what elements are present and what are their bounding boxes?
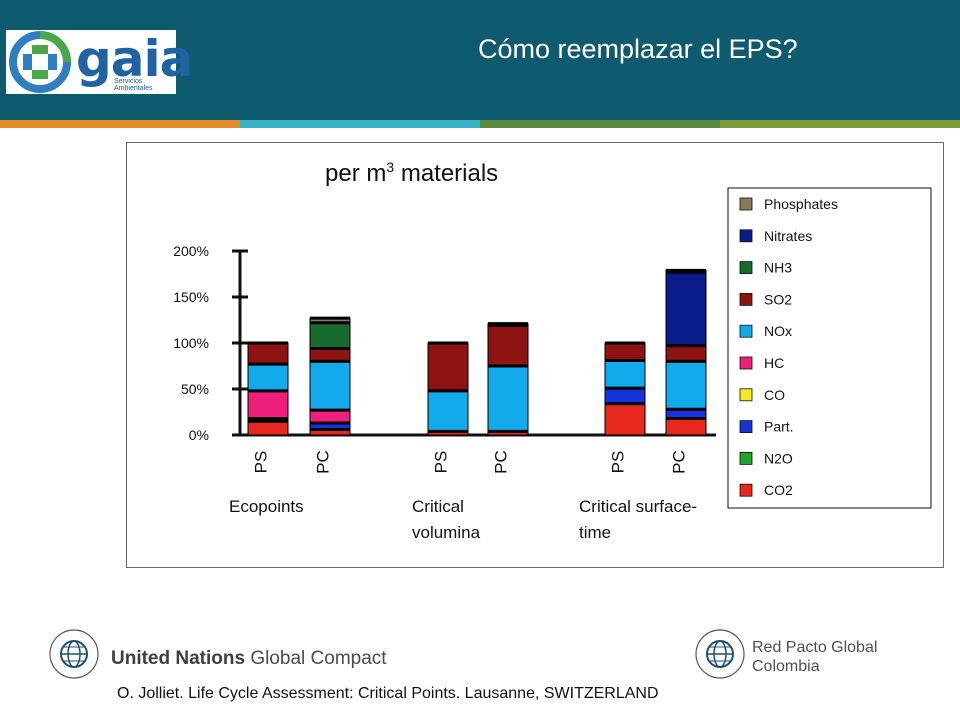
- x-tick-label: PS: [431, 451, 450, 474]
- bar-segment-co2: [666, 418, 706, 435]
- globe-seal-icon: [49, 629, 99, 679]
- bar-segment-co2: [428, 431, 468, 435]
- legend-label: NH3: [764, 260, 792, 276]
- red-pacto-line1: Red Pacto Global: [752, 639, 878, 656]
- bar-segment-co2: [488, 431, 528, 435]
- page-title: Cómo reemplazar el EPS?: [478, 34, 798, 64]
- bar-outline: [665, 269, 707, 436]
- bar-outline: [247, 342, 289, 436]
- bar-segment-co2: [310, 429, 350, 435]
- red-pacto-name: Red Pacto Global Colombia: [752, 638, 877, 676]
- gaia-logo-subtitle: Servicios Ambientales: [114, 78, 153, 92]
- group-label-line2: time: [579, 523, 611, 542]
- gaia-logo-text: gaia: [76, 30, 193, 88]
- bar-outline: [487, 323, 529, 436]
- y-tick-label: 0%: [189, 427, 209, 443]
- legend-swatch: [739, 324, 753, 338]
- group-label-line2: volumina: [412, 523, 481, 542]
- un-global-compact-name: United Nations Global Compact: [111, 648, 387, 670]
- group-label: Critical: [412, 497, 464, 516]
- legend-box: [727, 187, 932, 509]
- header-bar: gaia Servicios Ambientales Cómo reemplaz…: [0, 0, 960, 120]
- citation: O. Jolliet. Life Cycle Assessment: Criti…: [117, 685, 659, 702]
- legend-label: CO2: [764, 482, 793, 498]
- legend-label: Part.: [764, 419, 794, 435]
- legend-swatch: [739, 229, 753, 243]
- legend-label: NOx: [764, 323, 792, 339]
- red-pacto-seal: [694, 628, 746, 685]
- bar-segment-nox: [488, 366, 528, 432]
- stripe-olive: [720, 120, 960, 128]
- un-name-bold: United Nations: [111, 648, 246, 669]
- x-tick-label: PC: [669, 450, 688, 474]
- bar-segment-hc: [248, 390, 288, 419]
- stripe-orange: [0, 120, 240, 128]
- legend-swatch: [739, 261, 753, 275]
- chart-title-sup: 3: [386, 159, 394, 175]
- bar-segment-nh3: [310, 322, 350, 349]
- legend-swatch: [739, 451, 753, 465]
- group-label: Ecopoints: [229, 497, 304, 516]
- legend-swatch: [739, 483, 753, 497]
- chart-title-rest: materials: [394, 160, 498, 187]
- bar-segment-so2: [248, 343, 288, 365]
- x-tick-label: PC: [491, 450, 510, 474]
- bar-segment-so2: [666, 345, 706, 362]
- legend-label: Phosphates: [764, 196, 838, 212]
- bar-segment-part: [605, 388, 645, 404]
- bar-segment-so2: [605, 343, 645, 361]
- x-tick-label: PC: [313, 450, 332, 474]
- bar-segment-so2: [428, 343, 468, 391]
- legend-label: HC: [764, 355, 784, 371]
- bar-outline: [309, 317, 351, 436]
- bar-segment-nox: [310, 361, 350, 411]
- red-pacto-line2: Colombia: [752, 658, 820, 675]
- legend-label: CO: [764, 387, 785, 403]
- bar-segment-co2: [605, 403, 645, 435]
- bar-outline: [604, 342, 646, 436]
- group-label: Critical surface-: [579, 497, 697, 516]
- un-name-rest: Global Compact: [245, 648, 387, 669]
- x-tick-label: PS: [251, 451, 270, 474]
- y-tick-label: 100%: [173, 335, 209, 351]
- y-tick-label: 50%: [181, 381, 209, 397]
- chart-title: per m3 materials: [325, 159, 498, 187]
- bar-segment-nox: [666, 361, 706, 410]
- bar-segment-part: [310, 423, 350, 430]
- legend-swatch: [739, 292, 753, 306]
- legend-label: Nitrates: [764, 228, 812, 244]
- bar-segment-nitrates: [666, 272, 706, 346]
- bar-segment-nox: [605, 360, 645, 389]
- globe-seal-icon: [695, 629, 745, 679]
- bar-segment-part: [666, 409, 706, 419]
- legend-swatch: [739, 356, 753, 370]
- legend-swatch: [739, 197, 753, 211]
- y-tick-label: 200%: [173, 243, 209, 259]
- x-tick-label: PS: [608, 451, 627, 474]
- bar-segment-phosphates: [310, 318, 350, 323]
- legend-label: N2O: [764, 450, 793, 466]
- bar-segment-hc: [310, 410, 350, 424]
- stripe-green: [480, 120, 720, 128]
- un-global-compact-seal: [48, 628, 100, 685]
- legend-swatch: [739, 388, 753, 402]
- bar-outline: [427, 342, 469, 436]
- gaia-logo-icon: [9, 31, 71, 93]
- bar-segment-so2: [488, 325, 528, 366]
- y-tick-label: 150%: [173, 289, 209, 305]
- bar-segment-nox: [428, 390, 468, 432]
- bar-segment-nox: [248, 364, 288, 391]
- stripe-cyan: [240, 120, 480, 128]
- bar-segment-co2: [248, 421, 288, 435]
- bar-segment-so2: [310, 348, 350, 362]
- gaia-logo: gaia Servicios Ambientales: [6, 30, 193, 94]
- legend-label: SO2: [764, 291, 792, 307]
- legend-swatch: [739, 420, 753, 434]
- chart-title-main: per m: [325, 160, 386, 187]
